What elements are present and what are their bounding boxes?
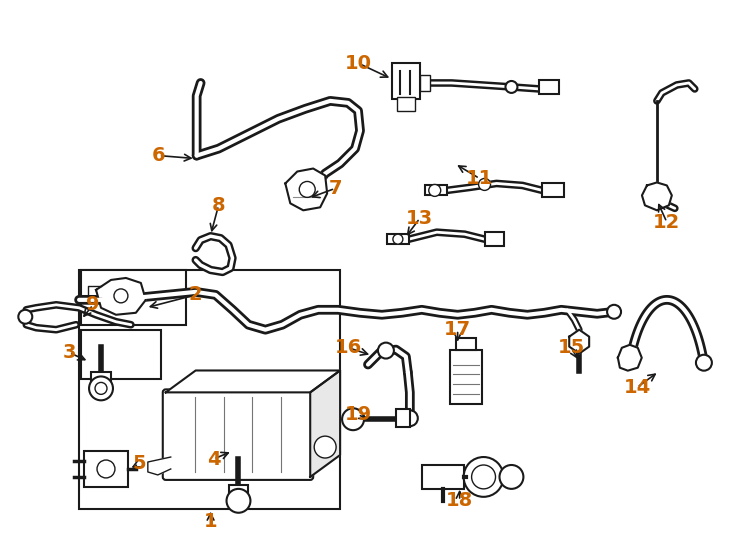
Text: 16: 16	[335, 338, 362, 357]
Circle shape	[97, 460, 115, 478]
Bar	[484, 232, 504, 246]
Text: 4: 4	[207, 449, 220, 469]
Text: 13: 13	[406, 209, 433, 228]
Circle shape	[342, 408, 364, 430]
Text: 10: 10	[344, 53, 371, 72]
Circle shape	[393, 234, 403, 244]
Bar	[84, 451, 128, 487]
Text: 1: 1	[204, 512, 217, 531]
Circle shape	[95, 382, 107, 394]
Bar	[420, 75, 430, 91]
Polygon shape	[96, 278, 146, 315]
Circle shape	[402, 410, 418, 426]
Text: 9: 9	[87, 295, 100, 314]
Polygon shape	[286, 168, 327, 210]
Circle shape	[607, 305, 621, 319]
Bar	[91, 373, 111, 382]
Polygon shape	[148, 457, 171, 475]
Text: 8: 8	[211, 196, 225, 215]
Circle shape	[464, 457, 504, 497]
Polygon shape	[642, 183, 672, 210]
Bar	[79, 270, 340, 509]
Polygon shape	[310, 370, 340, 477]
Circle shape	[429, 185, 440, 197]
Text: 7: 7	[328, 179, 342, 198]
Text: 14: 14	[623, 378, 650, 397]
Bar	[81, 330, 161, 380]
Bar	[396, 409, 410, 427]
Circle shape	[696, 355, 712, 370]
Circle shape	[89, 376, 113, 400]
Bar	[397, 97, 415, 111]
FancyBboxPatch shape	[163, 389, 313, 480]
Circle shape	[114, 289, 128, 303]
Circle shape	[378, 342, 394, 359]
Circle shape	[314, 436, 336, 458]
Text: 5: 5	[132, 455, 145, 474]
Text: 18: 18	[446, 491, 473, 510]
Circle shape	[227, 489, 250, 513]
Circle shape	[299, 181, 315, 198]
Bar	[456, 338, 476, 349]
Bar	[387, 234, 409, 244]
Circle shape	[472, 465, 495, 489]
Text: 12: 12	[653, 213, 680, 232]
Text: 15: 15	[558, 338, 585, 357]
Bar	[542, 184, 564, 198]
Bar	[392, 63, 420, 99]
Bar	[425, 185, 447, 195]
Bar	[539, 80, 559, 94]
Text: 17: 17	[444, 320, 471, 339]
Bar	[228, 485, 248, 495]
Polygon shape	[166, 370, 340, 393]
Text: 6: 6	[152, 146, 166, 165]
Polygon shape	[618, 345, 642, 370]
Text: 2: 2	[189, 285, 203, 305]
Circle shape	[506, 81, 517, 93]
Text: 19: 19	[344, 405, 371, 424]
Bar	[450, 349, 482, 404]
Bar	[422, 465, 464, 489]
Circle shape	[500, 465, 523, 489]
Polygon shape	[570, 330, 589, 354]
Text: 11: 11	[466, 169, 493, 188]
Text: 3: 3	[62, 343, 76, 362]
Circle shape	[479, 179, 490, 191]
Circle shape	[18, 310, 32, 323]
Bar	[81, 270, 186, 325]
